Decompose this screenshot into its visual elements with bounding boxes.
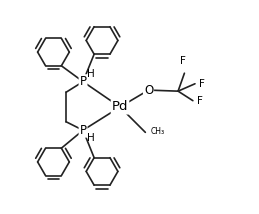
Text: F: F [181,56,186,66]
Text: O: O [144,84,153,97]
Text: P: P [80,124,87,137]
Text: F: F [199,79,205,89]
Text: H: H [87,69,95,79]
Text: Pd: Pd [112,101,128,113]
Text: CH₃: CH₃ [151,127,165,136]
Text: H: H [87,133,95,143]
Text: F: F [197,96,203,106]
Text: P: P [80,75,87,88]
